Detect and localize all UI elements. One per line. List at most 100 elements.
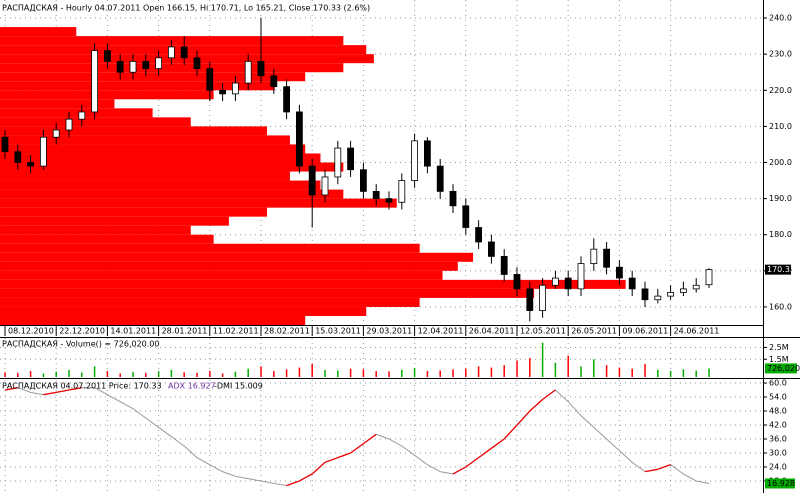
y-tick-label: 36.0 [769, 434, 787, 443]
volume-profile-bar [0, 135, 290, 145]
candle-body [155, 57, 163, 70]
volume-profile-bar [0, 207, 268, 217]
volume-bar [349, 368, 352, 377]
y-tick-label: 200.0 [769, 158, 792, 167]
last-value-label: 16.928 [767, 479, 795, 488]
volume-profile-bar [0, 297, 420, 307]
volume-bar [657, 369, 659, 377]
candle-body [193, 57, 201, 70]
volume-bar [618, 367, 621, 377]
adx-rise-segment [478, 447, 492, 459]
volume-bar [119, 373, 121, 377]
x-tick-label: 24.06.2011 [674, 327, 720, 336]
volume-profile-bar [0, 306, 367, 316]
adx-rise-segment [657, 464, 671, 470]
candle-body [500, 255, 508, 275]
volume-bar [221, 373, 224, 377]
adx-rise-segment [337, 452, 351, 459]
volume-profile-bar [0, 234, 214, 244]
candle-body [167, 46, 175, 59]
candle-body [104, 50, 111, 62]
candle-body [423, 140, 431, 167]
volume-bar [413, 368, 416, 377]
volume-profile-bar [0, 72, 306, 82]
volume-profile-bar [0, 162, 344, 172]
adx-rise-segment [452, 466, 467, 475]
volume-profile-bar [0, 189, 344, 199]
candle-body [372, 190, 380, 200]
volume-bar [452, 369, 454, 377]
adx-rise-segment [363, 433, 377, 445]
adx-rise-segment [491, 438, 505, 449]
volume-bar [157, 371, 160, 377]
volume-profile-bar [0, 153, 321, 163]
x-tick-label: 11.02.2011 [213, 327, 259, 336]
volume-bar [170, 369, 173, 377]
adx-rise-segment [324, 457, 339, 463]
volume-profile-bar [0, 279, 626, 289]
volume-bar [81, 372, 83, 377]
y-tick-label: 54.0 [769, 393, 787, 402]
y-tick-label: 220.0 [769, 86, 792, 95]
adx-rise-segment [43, 391, 57, 396]
volume-bar [260, 366, 262, 377]
volume-bar [593, 359, 595, 377]
y-tick-label: 60.0 [769, 379, 787, 388]
y-tick-label: 180.0 [769, 230, 792, 239]
candle-body [680, 288, 687, 293]
x-tick-label: 15.03.2011 [315, 327, 361, 336]
adx-rise-segment [68, 387, 82, 391]
y-tick-label: 210.0 [769, 122, 792, 131]
volume-profile-bar [0, 198, 397, 208]
y-tick-label: 2.5M [769, 343, 789, 352]
candle-body [14, 151, 22, 163]
dmi-label: -DMI 15.009 [214, 382, 263, 391]
candle-body [244, 60, 252, 84]
y-tick-label: 24.0 [769, 462, 787, 471]
candle-body [487, 241, 495, 257]
adx-rise-segment [529, 398, 544, 412]
x-tick-label: 12.04.2011 [418, 327, 464, 336]
volume-bar [529, 358, 531, 377]
candle-body [78, 111, 86, 120]
candle-body [564, 277, 572, 290]
volume-profile-bar [0, 63, 344, 73]
pane-title: РАСПАДСКАЯ - Hourly 04.07.2011 Open 166.… [2, 4, 370, 13]
volume-bar [247, 368, 249, 377]
volume-bar [644, 364, 646, 377]
candle-body [411, 140, 419, 181]
candle-body [436, 165, 444, 192]
last-value-label: 726,020 [767, 364, 800, 373]
volume-bar [183, 372, 185, 377]
volume-profile-bar [0, 270, 443, 280]
candle-body [231, 82, 239, 95]
adx-rise-segment [350, 443, 364, 454]
candle-body [347, 147, 355, 171]
volume-bar [209, 370, 211, 377]
volume-bar [439, 370, 441, 377]
volume-profile-bar [0, 144, 306, 154]
x-tick-label: 26.05.2011 [571, 327, 617, 336]
candle-body [334, 147, 342, 178]
volume-profile-bar [0, 81, 275, 91]
candle-body [27, 162, 35, 167]
volume-bar [465, 368, 467, 377]
volume-profile-bar [0, 126, 268, 136]
volume-bar [17, 372, 19, 377]
candle-body [40, 136, 47, 167]
candle-body [142, 60, 150, 70]
volume-bar [375, 371, 377, 377]
volume-bar [388, 371, 390, 377]
volume-profile-bar [0, 180, 321, 190]
candle-body [654, 295, 662, 301]
volume-bar [42, 373, 45, 377]
last-value-box [765, 363, 797, 374]
volume-profile-bar [0, 252, 474, 262]
candle-body [385, 198, 393, 203]
volume-bar [311, 364, 313, 377]
adx-label: ADX 16.927 [168, 382, 216, 391]
candle-body [552, 277, 559, 286]
candle-body [603, 248, 610, 268]
candle-body [180, 46, 188, 59]
